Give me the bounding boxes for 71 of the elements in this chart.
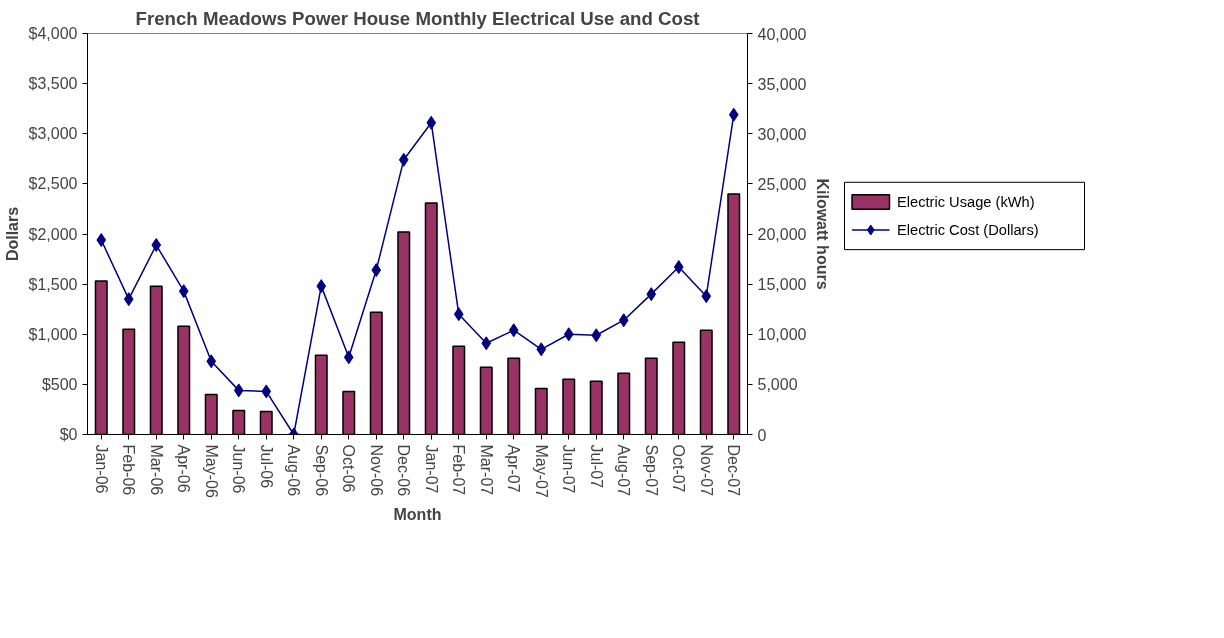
y2-tick-label: 30,000 [757, 125, 807, 143]
y-tick-label: $4,000 [28, 25, 78, 42]
point [151, 238, 162, 253]
x-tick-label: Jul-06 [257, 444, 275, 489]
x-axis-title: Month [393, 505, 442, 523]
point [701, 289, 712, 304]
point [591, 328, 602, 343]
y-tick-label: $2,500 [28, 175, 78, 193]
point [343, 350, 354, 365]
point [206, 354, 217, 369]
legend-label: Electric Cost (Dollars) [897, 221, 1039, 238]
x-tick-label: May-07 [532, 444, 550, 498]
x-tick-label: Feb-07 [450, 444, 468, 496]
point [536, 342, 547, 357]
point [728, 107, 739, 122]
chart-title: French Meadows Power House Monthly Electrical Use and Cost [135, 7, 700, 29]
x-tick-label: Jul-07 [587, 444, 605, 489]
y2-tick-label: 35,000 [757, 75, 807, 93]
y2-tick-label: 20,000 [757, 226, 807, 243]
point [618, 313, 629, 328]
point [261, 384, 272, 399]
x-tick-label: Dec-06 [395, 444, 413, 497]
x-tick-label: Jun-06 [230, 444, 248, 494]
x-tick-label: Dec-07 [725, 444, 743, 497]
x-tick-label: Mar-07 [477, 444, 495, 496]
x-tick-label: Sep-07 [642, 444, 660, 497]
y-tick-label: $3,000 [28, 125, 78, 143]
point [426, 115, 437, 130]
x-tick-label: Jun-07 [560, 444, 578, 494]
point [508, 323, 519, 338]
point [96, 233, 107, 248]
x-tick-label: Sep-06 [312, 444, 330, 497]
x-tick-label: Oct-06 [340, 444, 358, 493]
x-tick-label: Oct-07 [670, 444, 688, 493]
point [673, 260, 684, 275]
y2-tick-label: 10,000 [757, 326, 807, 344]
x-tick-label: May-06 [202, 444, 220, 498]
x-tick-label: Aug-07 [615, 444, 633, 497]
y2-axis-title: Kilowatt hours [814, 178, 832, 290]
y-tick-label: $0 [59, 426, 78, 443]
x-tick-label: Mar-06 [147, 444, 165, 496]
point [481, 336, 492, 351]
y2-tick-label: 15,000 [757, 276, 807, 294]
point [453, 307, 464, 322]
x-tick-label: Jan-07 [422, 444, 440, 494]
y-tick-label: $2,000 [28, 225, 78, 243]
point [371, 263, 382, 278]
point [563, 327, 574, 342]
point [316, 279, 327, 294]
y-tick-label: $500 [41, 375, 78, 393]
x-tick-label: Nov-07 [697, 444, 715, 497]
y2-tick-label: 0 [757, 426, 767, 444]
y2-tick-label: 40,000 [757, 25, 807, 43]
y2-tick-label: 5,000 [757, 376, 798, 394]
y-tick-label: $3,500 [28, 75, 78, 93]
point [123, 292, 134, 307]
legend-label: Electric Usage (kWh) [897, 193, 1035, 210]
y-tick-label: $1,500 [28, 275, 78, 293]
point [646, 287, 657, 302]
y-tick-label: $1,000 [28, 325, 78, 343]
x-tick-label: Aug-06 [285, 444, 303, 497]
x-tick-label: Apr-06 [175, 444, 193, 493]
x-tick-label: Nov-06 [367, 444, 385, 497]
x-tick-label: Jan-06 [92, 444, 110, 494]
point [178, 284, 189, 299]
point [398, 152, 409, 167]
point [233, 383, 244, 398]
y2-tick-label: 25,000 [757, 175, 807, 193]
x-tick-label: Feb-06 [120, 444, 138, 496]
x-tick-label: Apr-07 [505, 444, 523, 493]
y-axis-title: Dollars [3, 206, 21, 262]
